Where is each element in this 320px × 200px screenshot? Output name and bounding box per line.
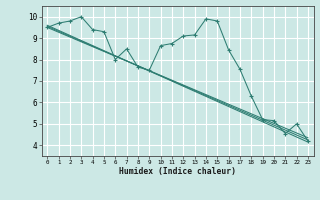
X-axis label: Humidex (Indice chaleur): Humidex (Indice chaleur) — [119, 167, 236, 176]
